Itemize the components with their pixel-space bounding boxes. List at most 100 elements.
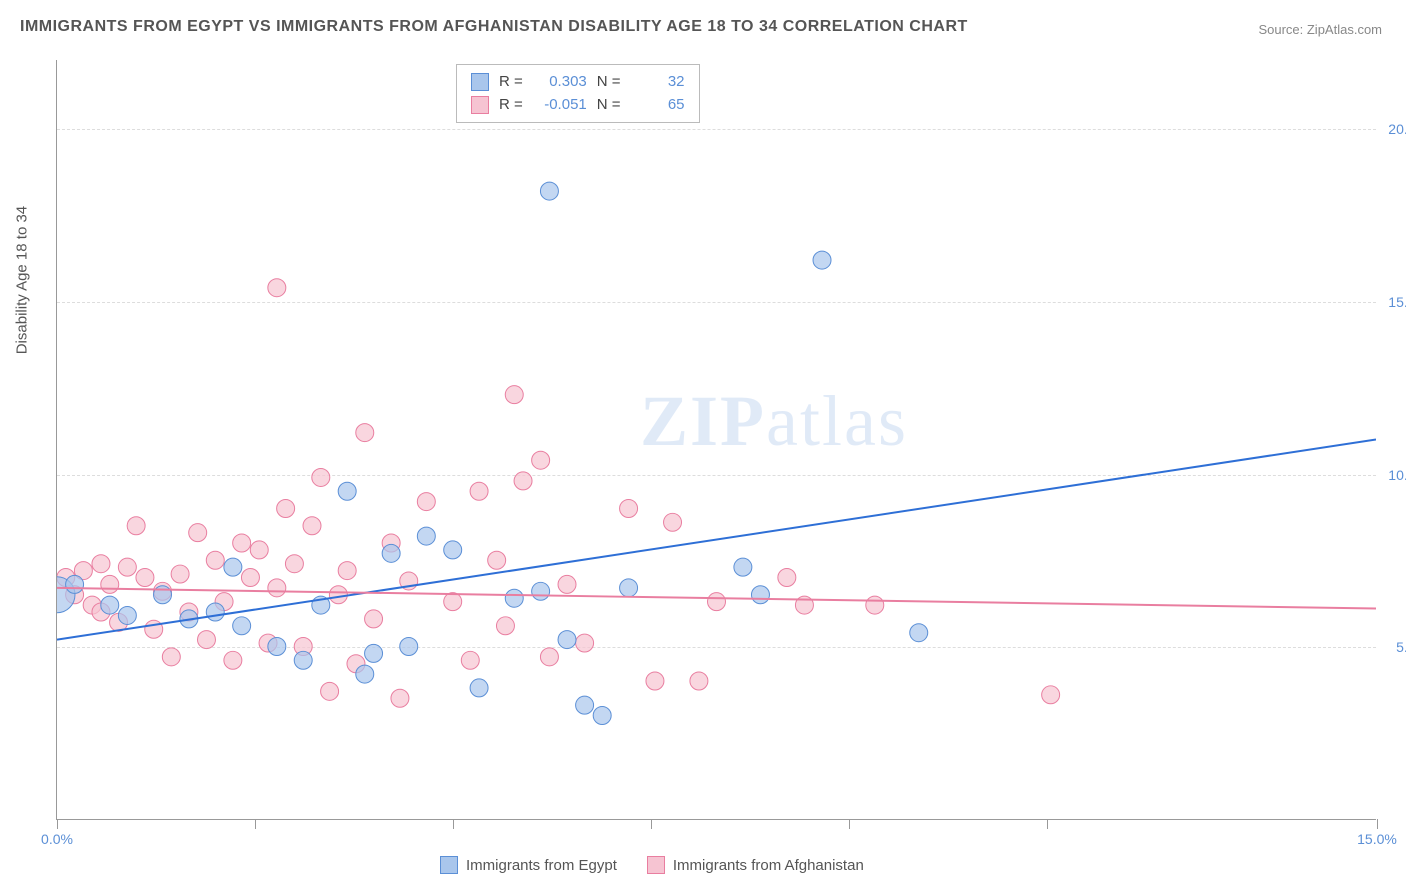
data-point bbox=[646, 672, 664, 690]
data-point bbox=[417, 527, 435, 545]
data-point bbox=[444, 593, 462, 611]
data-point bbox=[558, 575, 576, 593]
data-point bbox=[338, 482, 356, 500]
r-value-afghanistan: -0.051 bbox=[533, 94, 587, 117]
data-point bbox=[197, 631, 215, 649]
data-point bbox=[708, 593, 726, 611]
data-point bbox=[118, 606, 136, 624]
data-point bbox=[101, 575, 119, 593]
source-citation: Source: ZipAtlas.com bbox=[1258, 22, 1382, 37]
data-point bbox=[250, 541, 268, 559]
legend-row-afghanistan: R = -0.051 N = 65 bbox=[471, 94, 685, 117]
data-point bbox=[285, 555, 303, 573]
data-point bbox=[233, 617, 251, 635]
y-tick-label: 20.0% bbox=[1388, 121, 1406, 137]
chart-container: IMMIGRANTS FROM EGYPT VS IMMIGRANTS FROM… bbox=[0, 0, 1406, 892]
data-point bbox=[241, 569, 259, 587]
data-point bbox=[171, 565, 189, 583]
data-point bbox=[1042, 686, 1060, 704]
data-point bbox=[92, 555, 110, 573]
data-point bbox=[303, 517, 321, 535]
data-point bbox=[206, 551, 224, 569]
y-tick-label: 10.0% bbox=[1388, 467, 1406, 483]
data-point bbox=[118, 558, 136, 576]
data-point bbox=[461, 651, 479, 669]
data-point bbox=[189, 524, 207, 542]
data-point bbox=[391, 689, 409, 707]
data-point bbox=[101, 596, 119, 614]
data-point bbox=[558, 631, 576, 649]
plot-area: 5.0%10.0%15.0%20.0%0.0%15.0% bbox=[56, 60, 1376, 820]
x-tick bbox=[849, 819, 850, 829]
data-point bbox=[356, 665, 374, 683]
data-point bbox=[470, 679, 488, 697]
legend-item-egypt: Immigrants from Egypt bbox=[440, 856, 617, 874]
x-tick bbox=[1377, 819, 1378, 829]
data-point bbox=[356, 424, 374, 442]
swatch-egypt bbox=[471, 73, 489, 91]
legend-label-egypt: Immigrants from Egypt bbox=[466, 857, 617, 874]
data-point bbox=[365, 610, 383, 628]
data-point bbox=[136, 569, 154, 587]
legend-item-afghanistan: Immigrants from Afghanistan bbox=[647, 856, 864, 874]
x-tick bbox=[453, 819, 454, 829]
r-value-egypt: 0.303 bbox=[533, 71, 587, 94]
legend-label-afghanistan: Immigrants from Afghanistan bbox=[673, 857, 864, 874]
x-tick bbox=[1047, 819, 1048, 829]
data-point bbox=[224, 558, 242, 576]
swatch-afghanistan-icon bbox=[647, 856, 665, 874]
data-point bbox=[382, 544, 400, 562]
x-tick bbox=[255, 819, 256, 829]
data-point bbox=[224, 651, 242, 669]
y-tick-label: 15.0% bbox=[1388, 294, 1406, 310]
data-point bbox=[488, 551, 506, 569]
data-point bbox=[620, 579, 638, 597]
data-point bbox=[620, 500, 638, 518]
data-point bbox=[329, 586, 347, 604]
x-tick bbox=[651, 819, 652, 829]
data-point bbox=[813, 251, 831, 269]
n-value-afghanistan: 65 bbox=[631, 94, 685, 117]
data-point bbox=[505, 386, 523, 404]
x-tick bbox=[57, 819, 58, 829]
n-label: N = bbox=[597, 71, 621, 94]
data-point bbox=[312, 468, 330, 486]
data-point bbox=[690, 672, 708, 690]
data-point bbox=[470, 482, 488, 500]
data-point bbox=[664, 513, 682, 531]
data-point bbox=[268, 579, 286, 597]
legend-row-egypt: R = 0.303 N = 32 bbox=[471, 71, 685, 94]
legend-series: Immigrants from Egypt Immigrants from Af… bbox=[440, 856, 864, 874]
data-point bbox=[365, 644, 383, 662]
data-point bbox=[321, 682, 339, 700]
data-point bbox=[532, 582, 550, 600]
data-point bbox=[593, 707, 611, 725]
data-point bbox=[417, 493, 435, 511]
data-point bbox=[496, 617, 514, 635]
y-tick-label: 5.0% bbox=[1396, 639, 1406, 655]
n-label: N = bbox=[597, 94, 621, 117]
data-point bbox=[162, 648, 180, 666]
n-value-egypt: 32 bbox=[631, 71, 685, 94]
x-tick-label: 15.0% bbox=[1357, 831, 1397, 847]
data-point bbox=[866, 596, 884, 614]
data-point bbox=[294, 651, 312, 669]
data-point bbox=[505, 589, 523, 607]
data-point bbox=[540, 648, 558, 666]
data-point bbox=[576, 634, 594, 652]
data-point bbox=[338, 562, 356, 580]
data-point bbox=[540, 182, 558, 200]
data-point bbox=[532, 451, 550, 469]
data-point bbox=[206, 603, 224, 621]
x-tick-label: 0.0% bbox=[41, 831, 73, 847]
data-point bbox=[268, 279, 286, 297]
data-point bbox=[444, 541, 462, 559]
r-label: R = bbox=[499, 71, 523, 94]
data-point bbox=[778, 569, 796, 587]
r-label: R = bbox=[499, 94, 523, 117]
data-point bbox=[514, 472, 532, 490]
data-point bbox=[145, 620, 163, 638]
data-point bbox=[127, 517, 145, 535]
data-point bbox=[734, 558, 752, 576]
y-axis-label: Disability Age 18 to 34 bbox=[14, 206, 31, 354]
